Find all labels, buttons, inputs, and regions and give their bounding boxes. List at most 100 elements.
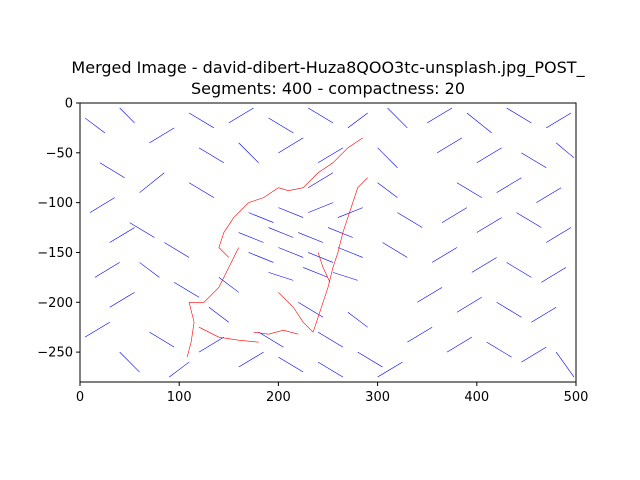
blue-segment (140, 173, 165, 193)
blue-segment (378, 148, 398, 168)
plot-lines (85, 108, 574, 377)
blue-segment (249, 213, 274, 223)
blue-segment (541, 267, 566, 282)
blue-segment (298, 233, 323, 243)
red-segment (278, 188, 303, 191)
blue-segment (477, 218, 502, 233)
blue-segment (457, 183, 482, 198)
blue-segment (174, 282, 199, 297)
blue-segment (278, 357, 303, 372)
blue-segment (308, 108, 333, 123)
blue-segment (278, 247, 303, 257)
blue-segment (239, 143, 259, 163)
blue-segment (378, 183, 398, 198)
blue-segment (278, 208, 303, 218)
blue-segment (149, 128, 174, 143)
blue-segment (149, 332, 174, 347)
red-segment (189, 247, 239, 302)
x-tick-label: 500 (564, 390, 589, 405)
blue-segment (397, 213, 422, 228)
blue-segment (467, 113, 492, 133)
blue-segment (432, 247, 457, 262)
blue-segment (497, 302, 522, 317)
blue-segment (442, 208, 467, 223)
blue-segment (130, 223, 155, 238)
blue-segment (278, 138, 303, 153)
blue-segment (507, 262, 532, 277)
blue-segment (437, 138, 462, 153)
y-tick-label: −50 (46, 146, 73, 161)
red-segment (313, 267, 333, 332)
blue-segment (427, 108, 452, 123)
blue-segment (308, 252, 333, 262)
blue-segment (556, 143, 574, 158)
blue-segment (521, 153, 546, 168)
blue-segment (516, 213, 541, 228)
blue-segment (546, 228, 571, 243)
blue-segment (199, 148, 224, 163)
blue-segment (328, 228, 353, 238)
y-axis: 0 −50 −100 −150 −200 −250 (37, 97, 80, 361)
x-tick-label: 400 (464, 390, 489, 405)
blue-segment (303, 267, 328, 277)
blue-segment (239, 352, 264, 367)
blue-segment (472, 257, 497, 272)
blue-segment (546, 113, 571, 128)
blue-segment (120, 352, 140, 372)
x-axis: 0 100 200 300 400 500 (76, 382, 589, 405)
blue-segment (259, 332, 284, 347)
y-tick-label: −200 (37, 296, 73, 311)
red-segment (303, 138, 363, 188)
blue-segment (209, 307, 229, 322)
blue-segment (268, 272, 293, 280)
blue-segment (189, 113, 214, 128)
blue-segment (308, 203, 333, 213)
blue-segment (407, 327, 432, 342)
blue-segment (531, 307, 556, 322)
blue-segment (229, 108, 254, 123)
y-tick-label: −250 (37, 346, 73, 361)
blue-segment (249, 252, 274, 262)
x-tick-label: 0 (76, 390, 84, 405)
blue-segment (85, 118, 105, 133)
red-segment (318, 252, 330, 282)
blue-segment (457, 297, 482, 312)
blue-segment (169, 362, 189, 377)
blue-segment (110, 292, 135, 307)
blue-segment (318, 148, 343, 163)
blue-segment (338, 247, 363, 257)
axes-frame (80, 103, 576, 382)
blue-segment (497, 178, 522, 193)
y-tick-label: −100 (37, 196, 73, 211)
x-tick-label: 300 (365, 390, 390, 405)
blue-segment (318, 362, 343, 377)
red-segment (199, 327, 259, 342)
blue-segment (95, 262, 120, 277)
blue-segment (318, 332, 343, 347)
blue-segment (298, 302, 323, 317)
blue-segment (383, 243, 408, 258)
blue-segment (388, 108, 408, 128)
blue-segment (348, 312, 368, 327)
blue-segment (447, 337, 472, 352)
blue-segment (338, 208, 363, 218)
y-tick-label: −150 (37, 246, 73, 261)
blue-segment (239, 233, 264, 243)
blue-segment (487, 342, 512, 357)
red-segment (278, 292, 313, 332)
y-tick-label: 0 (65, 97, 73, 112)
blue-segment (268, 228, 293, 238)
blue-segment (333, 272, 358, 280)
blue-segment (268, 118, 293, 133)
blue-segment (417, 287, 442, 302)
blue-segment (308, 173, 333, 188)
blue-segment (189, 183, 214, 198)
red-segment (187, 302, 194, 357)
blue-segment (110, 228, 135, 243)
blue-segment (378, 362, 403, 377)
red-segment (333, 178, 368, 268)
blue-segment (90, 198, 115, 213)
red-segment (219, 188, 279, 258)
x-tick-label: 200 (266, 390, 291, 405)
